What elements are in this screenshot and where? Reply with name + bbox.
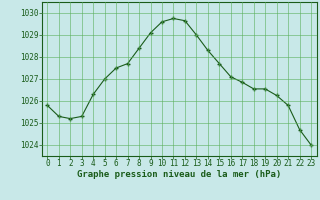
- X-axis label: Graphe pression niveau de la mer (hPa): Graphe pression niveau de la mer (hPa): [77, 170, 281, 179]
